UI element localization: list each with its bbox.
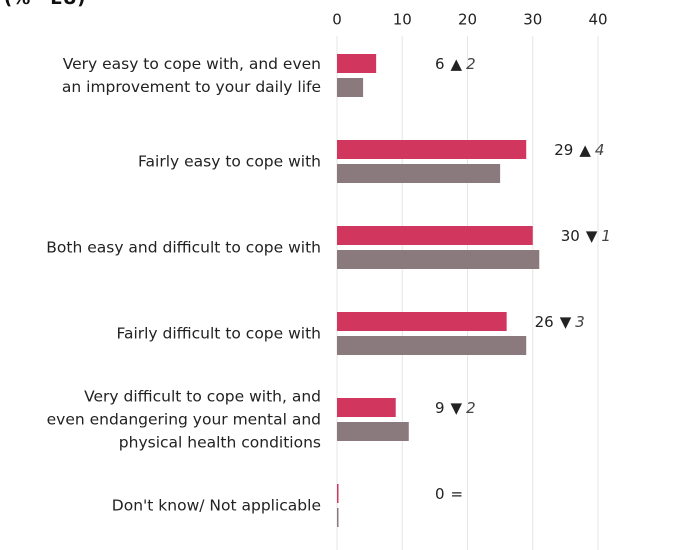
value-label: 29 <box>554 141 573 159</box>
value-label: 6 <box>435 55 445 73</box>
x-tick-label: 0 <box>332 11 342 29</box>
data-label: 9 ▼ 2 <box>435 399 476 417</box>
x-tick-label: 40 <box>588 11 607 29</box>
bar <box>337 398 396 417</box>
x-tick-label: 20 <box>458 11 477 29</box>
data-label: 30 ▼ 1 <box>561 227 611 245</box>
x-tick-label: 10 <box>393 11 412 29</box>
category-label: Very difficult to cope with, and even en… <box>46 387 321 452</box>
category-label: Both easy and difficult to cope with <box>46 238 321 257</box>
bar <box>337 78 364 97</box>
category-label: Don't know/ Not applicable <box>111 496 321 515</box>
change-value: 4 <box>595 141 605 159</box>
value-label: 9 <box>435 399 445 417</box>
bar <box>337 484 339 503</box>
change-symbol: ▼ <box>586 227 598 245</box>
change-symbol: = <box>451 485 464 503</box>
bar <box>337 336 527 355</box>
bar <box>337 226 533 245</box>
bar <box>337 508 339 527</box>
category-label: Fairly difficult to cope with <box>116 324 321 343</box>
change-symbol: ▼ <box>560 313 572 331</box>
change-value: 2 <box>466 399 476 417</box>
data-label: 26 ▼ 3 <box>535 313 585 331</box>
value-label: 0 <box>435 485 445 503</box>
change-value: 1 <box>601 227 611 245</box>
bar <box>337 422 409 441</box>
bar <box>337 312 507 331</box>
bar <box>337 164 501 183</box>
x-tick-label: 30 <box>523 11 542 29</box>
bar <box>337 54 377 73</box>
data-label: 6 ▲ 2 <box>435 55 476 73</box>
value-label: 26 <box>535 313 554 331</box>
chart-title: (% - EU) <box>4 0 85 9</box>
data-label: 29 ▲ 4 <box>554 141 604 159</box>
category-label: Very easy to cope with, and even an impr… <box>61 55 321 96</box>
data-label: 0 = <box>435 485 463 503</box>
change-symbol: ▲ <box>579 141 591 159</box>
bar <box>337 140 527 159</box>
change-value: 2 <box>466 55 476 73</box>
bar <box>337 250 540 269</box>
change-value: 3 <box>575 313 585 331</box>
change-symbol: ▼ <box>451 399 463 417</box>
value-label: 30 <box>561 227 580 245</box>
change-symbol: ▲ <box>451 55 463 73</box>
category-label: Fairly easy to cope with <box>138 152 321 171</box>
